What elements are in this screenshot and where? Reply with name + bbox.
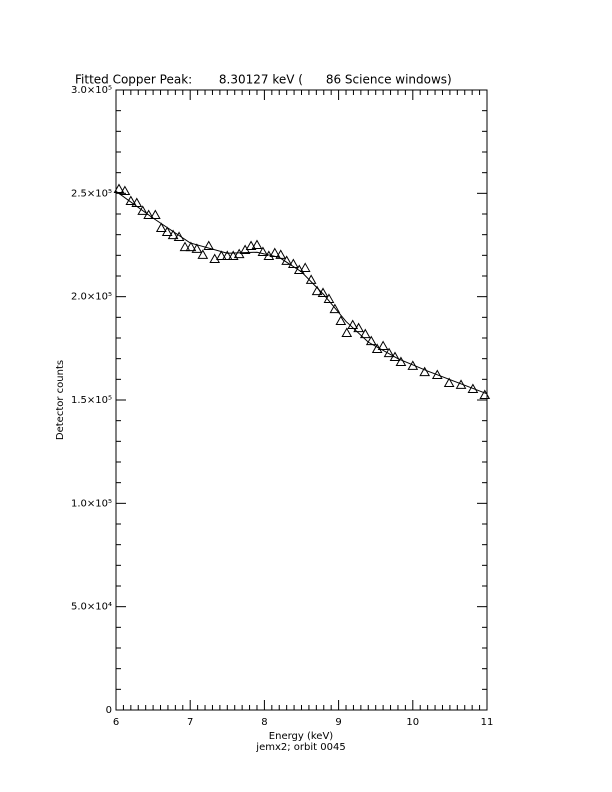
data-point [161,226,173,236]
data-point [191,243,203,253]
data-point [119,185,131,196]
data-point [395,356,407,366]
y-tick-label: 1.0×10⁵ [71,498,112,509]
data-point [359,328,371,339]
data-point [245,240,257,251]
data-point [467,383,479,394]
y-tick-label: 2.0×10⁵ [71,292,112,303]
data-point [131,197,143,208]
data-point [113,183,125,193]
data-point [257,246,269,257]
data-point [251,239,263,249]
chart-title: Fitted Copper Peak: 8.30127 keV ( 86 Sci… [75,73,452,87]
x-tick-label: 6 [113,717,119,728]
data-point [455,379,467,389]
data-point [431,369,443,379]
data-point [197,249,209,259]
data-point [221,250,233,260]
y-tick-label: 5.0×10⁴ [71,602,112,613]
data-point [185,241,197,252]
data-point [377,340,389,351]
fit-line [115,190,488,395]
data-point [167,229,179,240]
x-tick-label: 8 [261,717,267,728]
data-point [317,287,329,297]
y-tick-label: 0 [106,705,112,716]
data-point [347,319,359,329]
x-tick-label: 7 [187,717,193,728]
data-point [299,262,311,272]
data-point [353,322,364,333]
data-point [335,315,347,326]
data-point [389,351,401,362]
data-point [137,205,149,215]
data-point [479,389,491,400]
data-point [179,241,191,252]
data-point [216,250,227,260]
data-point [155,222,167,233]
subtitle: jemx2; orbit 0045 [255,742,345,753]
x-tick-label: 11 [481,717,494,728]
data-point [149,209,161,220]
plot-frame [115,89,488,711]
data-point [341,327,353,338]
data-point [419,366,431,377]
y-tick-label: 3.0×10⁵ [71,85,112,96]
x-axis-label: Energy (keV) [269,731,334,742]
x-tick-label: 10 [406,717,419,728]
data-point [329,303,341,314]
data-point [203,240,215,251]
y-tick-label: 1.5×10⁵ [71,395,112,406]
data-point [443,377,455,388]
data-point [287,258,299,269]
x-tick-label: 9 [335,717,341,728]
data-point [143,209,155,220]
y-axis-label: Detector counts [55,360,66,440]
data-point [365,335,377,346]
y-tick-label: 2.5×10⁵ [71,188,112,199]
